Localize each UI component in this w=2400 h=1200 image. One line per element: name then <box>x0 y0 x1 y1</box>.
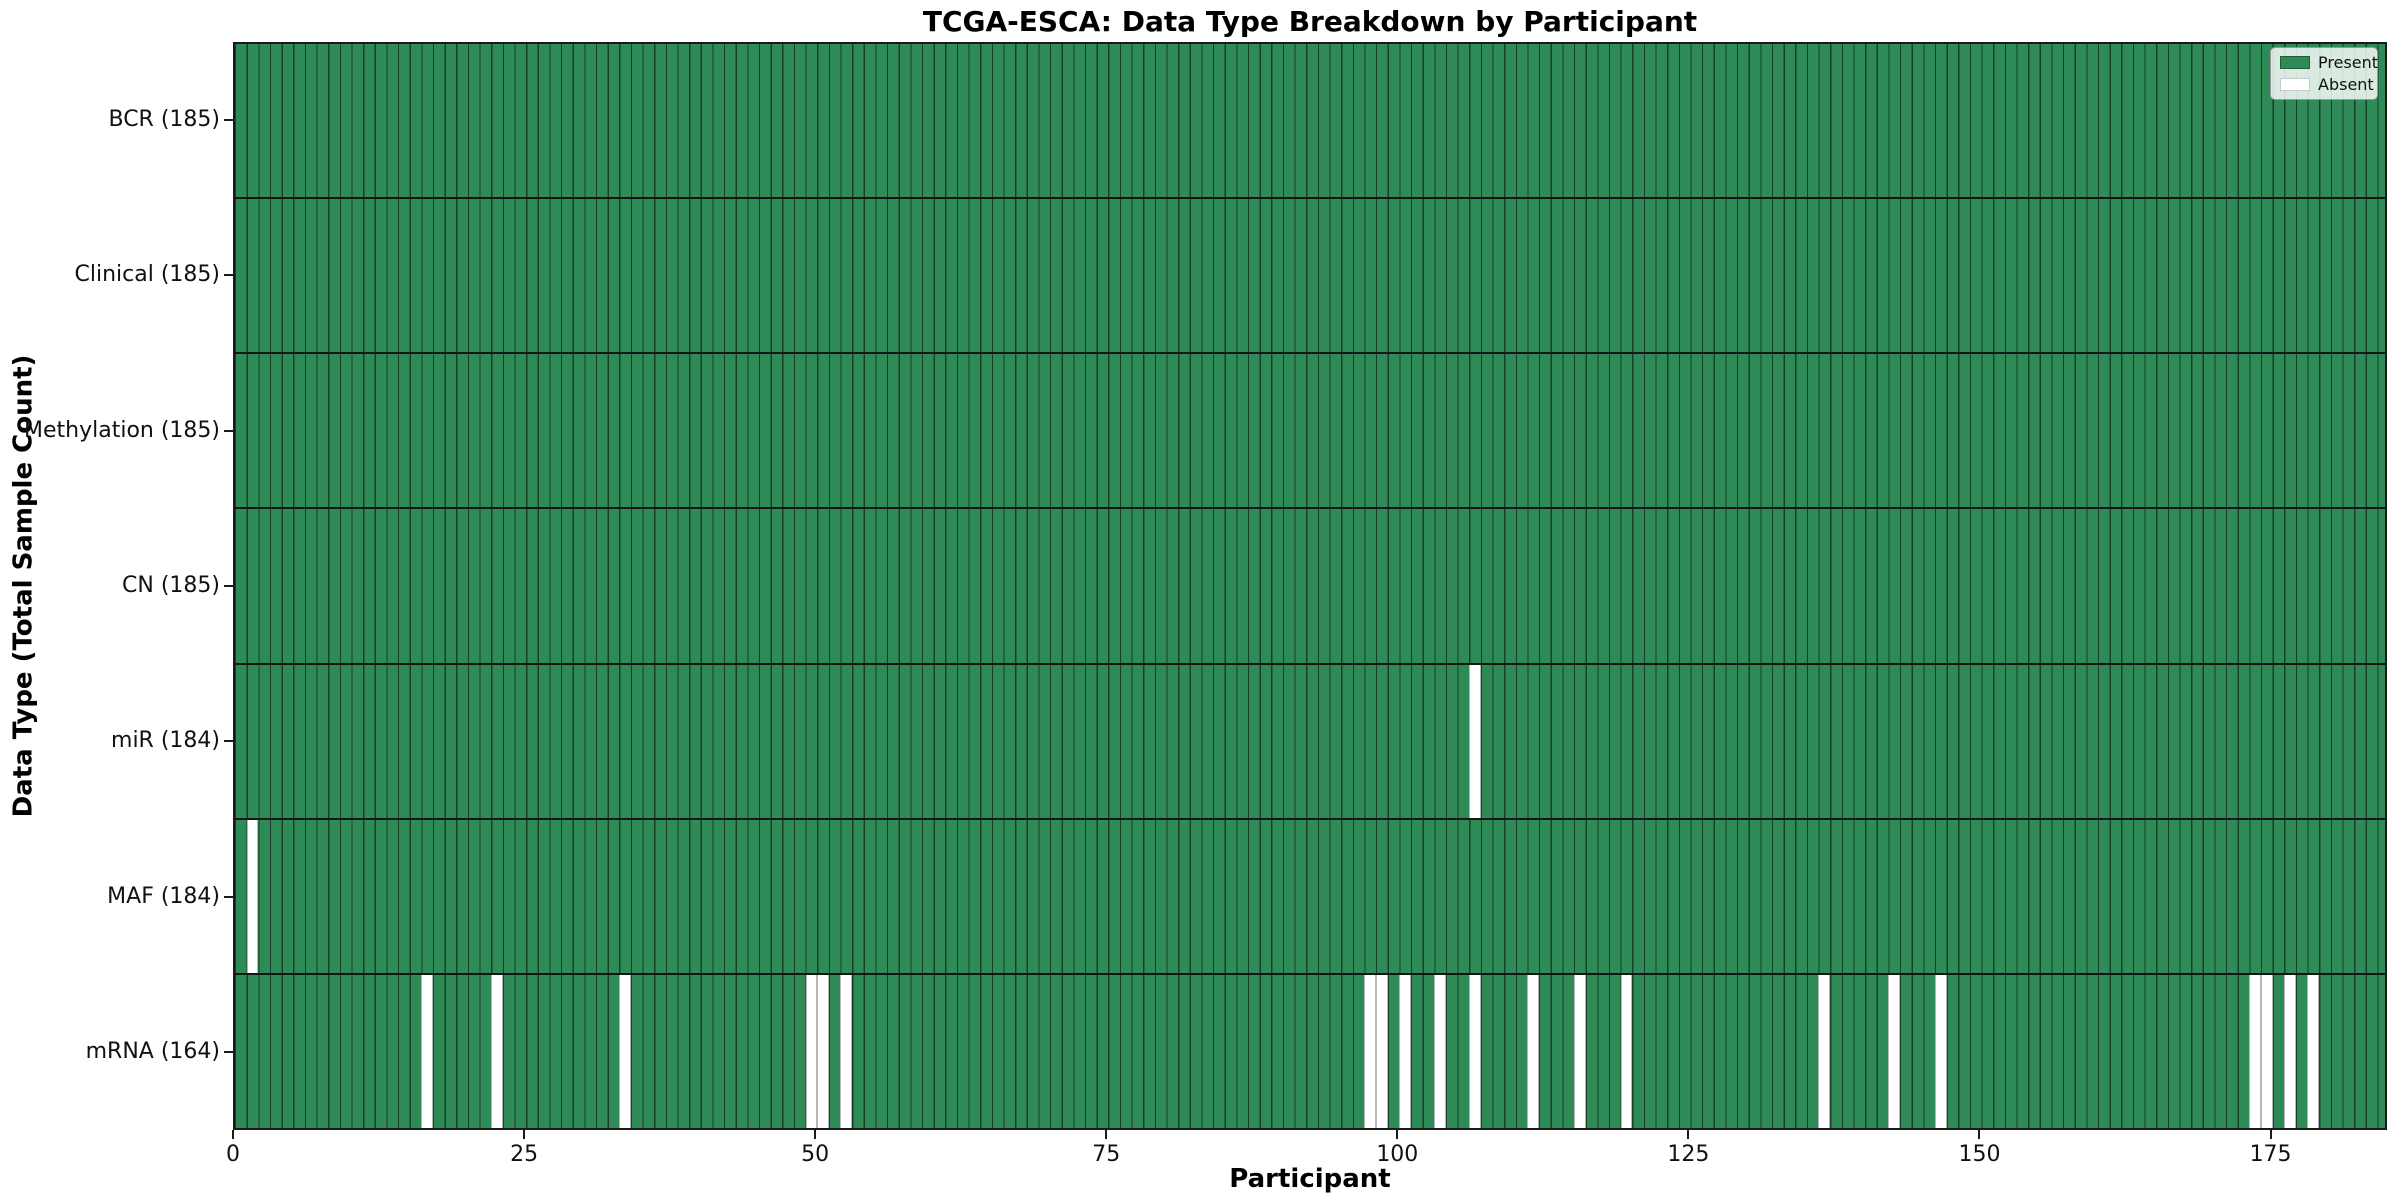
x-tick-mark <box>814 1130 817 1139</box>
absent-cell-mrna-176 <box>2284 974 2296 1128</box>
absent-cell-maf-1 <box>246 819 259 973</box>
plot-area <box>233 42 2387 1130</box>
absent-cell-mrna-136 <box>1818 974 1831 1128</box>
absent-cell-mrna-52 <box>840 974 853 1128</box>
row-bcr <box>235 44 2385 200</box>
y-tick-label-cn: CN (185) <box>122 573 220 598</box>
absent-cell-mrna-106 <box>1469 974 1481 1128</box>
absent-cell-mrna-16 <box>421 974 433 1128</box>
x-tick-label-175: 175 <box>2249 1142 2292 1167</box>
y-tick-mark <box>224 429 233 432</box>
row-maf <box>235 819 2385 975</box>
y-tick-mark <box>224 1051 233 1054</box>
absent-cell-mrna-98 <box>1376 974 1388 1128</box>
x-tick-mark <box>2269 1130 2272 1139</box>
absent-cell-mrna-115 <box>1573 974 1586 1128</box>
chart-title: TCGA-ESCA: Data Type Breakdown by Partic… <box>922 5 1698 38</box>
absent-cell-mir-106 <box>1469 664 1481 818</box>
absent-cell-mrna-146 <box>1934 974 1947 1128</box>
x-tick-label-0: 0 <box>226 1142 240 1167</box>
absent-cell-mrna-174 <box>2260 974 2273 1128</box>
y-tick-mark <box>224 274 233 277</box>
absent-cell-mrna-33 <box>619 974 631 1128</box>
x-tick-label-50: 50 <box>801 1142 830 1167</box>
legend: Present Absent <box>2270 47 2378 100</box>
row-mir <box>235 664 2385 820</box>
y-tick-mark <box>224 895 233 898</box>
absent-cell-mrna-103 <box>1434 974 1446 1128</box>
row-methylation <box>235 354 2385 510</box>
absent-swatch-icon <box>2280 78 2310 91</box>
y-tick-mark <box>224 585 233 587</box>
x-tick-mark <box>1687 1130 1690 1139</box>
y-tick-label-clinical: Clinical (185) <box>74 262 220 288</box>
absent-cell-mrna-22 <box>491 974 503 1128</box>
x-tick-mark <box>232 1130 234 1139</box>
row-cn <box>235 509 2385 665</box>
present-swatch-icon <box>2280 56 2310 69</box>
x-tick-label-75: 75 <box>1092 1142 1121 1167</box>
x-axis-label: Participant <box>1229 1164 1391 1194</box>
absent-cell-mrna-119 <box>1620 974 1633 1128</box>
y-tick-label-maf: MAF (184) <box>107 883 220 909</box>
x-tick-mark <box>523 1130 526 1139</box>
absent-cell-mrna-97 <box>1364 974 1377 1128</box>
absent-cell-mrna-111 <box>1527 974 1540 1128</box>
absent-cell-mrna-50 <box>817 974 829 1128</box>
y-tick-label-mir: miR (184) <box>111 728 220 754</box>
absent-cell-mrna-178 <box>2307 974 2320 1128</box>
y-tick-label-mrna: mRNA (164) <box>85 1039 220 1065</box>
absent-cell-mrna-100 <box>1399 974 1411 1128</box>
x-tick-mark <box>1105 1130 1108 1139</box>
row-clinical <box>235 199 2385 355</box>
x-tick-mark <box>1978 1130 1981 1139</box>
absent-cell-mrna-142 <box>1888 974 1900 1128</box>
legend-item-present: Present <box>2280 54 2378 71</box>
x-tick-label-125: 125 <box>1667 1142 1710 1167</box>
legend-label-present: Present <box>2318 53 2379 72</box>
y-tick-mark <box>224 740 233 743</box>
y-tick-mark <box>224 118 233 121</box>
absent-cell-mrna-173 <box>2249 974 2261 1128</box>
absent-cell-mrna-49 <box>805 974 818 1128</box>
y-tick-label-methylation: Methylation (185) <box>24 417 220 443</box>
x-tick-label-100: 100 <box>1376 1142 1419 1167</box>
x-tick-label-150: 150 <box>1958 1142 2001 1167</box>
row-mrna <box>235 974 2385 1128</box>
legend-item-absent: Absent <box>2280 76 2374 93</box>
x-tick-label-25: 25 <box>510 1142 539 1167</box>
y-tick-label-bcr: BCR (185) <box>108 106 220 132</box>
legend-label-absent: Absent <box>2318 75 2374 94</box>
x-tick-mark <box>1396 1130 1399 1139</box>
